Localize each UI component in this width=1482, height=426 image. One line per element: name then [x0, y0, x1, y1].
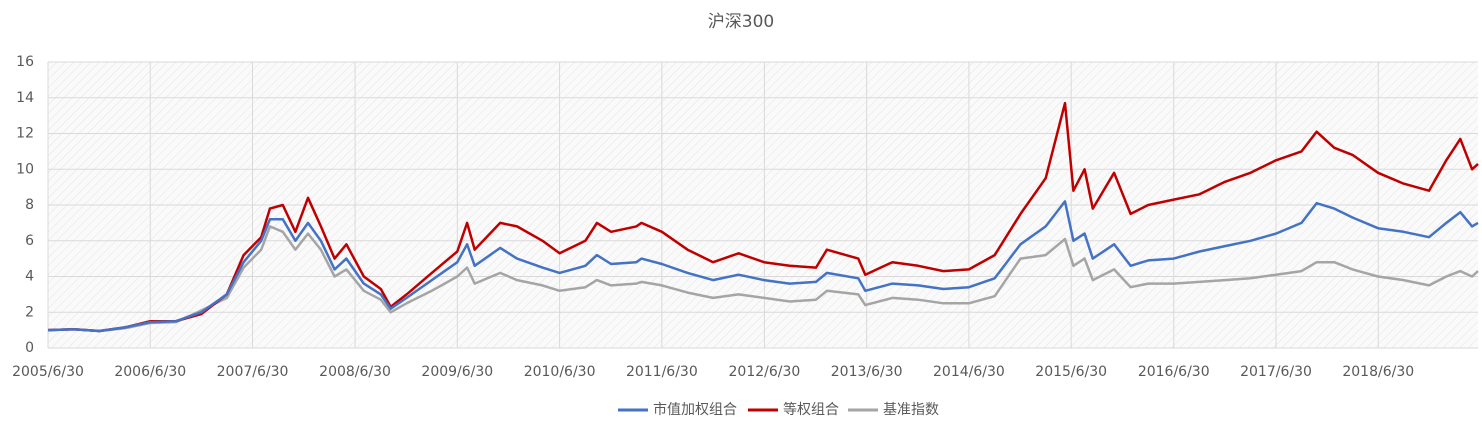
- y-tick-label: 8: [25, 197, 34, 213]
- x-tick-label: 2018/6/30: [1342, 364, 1414, 380]
- line-series: [47, 101, 1479, 333]
- x-tick-label: 2013/6/30: [831, 364, 903, 380]
- x-tick-label: 2008/6/30: [319, 364, 391, 380]
- y-tick-label: 10: [16, 161, 34, 177]
- x-tick-label: 2010/6/30: [524, 364, 596, 380]
- chart-title: 沪深300: [708, 12, 774, 32]
- y-tick-label: 16: [16, 54, 34, 70]
- x-tick-label: 2011/6/30: [626, 364, 698, 380]
- legend-label: 市值加权组合: [653, 401, 737, 418]
- legend-label: 基准指数: [883, 401, 939, 418]
- x-tick-label: 2009/6/30: [421, 364, 493, 380]
- y-tick-label: 6: [25, 233, 34, 249]
- y-tick-label: 4: [25, 269, 34, 285]
- y-tick-label: 14: [16, 90, 34, 106]
- legend-label: 等权组合: [783, 401, 839, 418]
- x-tick-label: 2015/6/30: [1035, 364, 1107, 380]
- y-tick-label: 12: [16, 126, 34, 142]
- line-series: [47, 200, 1479, 333]
- x-tick-label: 2012/6/30: [729, 364, 801, 380]
- x-tick-label: 2016/6/30: [1138, 364, 1210, 380]
- y-tick-label: 2: [25, 304, 34, 320]
- y-tick-label: 0: [25, 340, 34, 356]
- x-tick-label: 2006/6/30: [114, 364, 186, 380]
- x-tick-label: 2017/6/30: [1240, 364, 1312, 380]
- x-tick-label: 2005/6/30: [12, 364, 84, 380]
- line-series: [47, 225, 1479, 333]
- x-tick-label: 2014/6/30: [933, 364, 1005, 380]
- x-tick-label: 2007/6/30: [217, 364, 289, 380]
